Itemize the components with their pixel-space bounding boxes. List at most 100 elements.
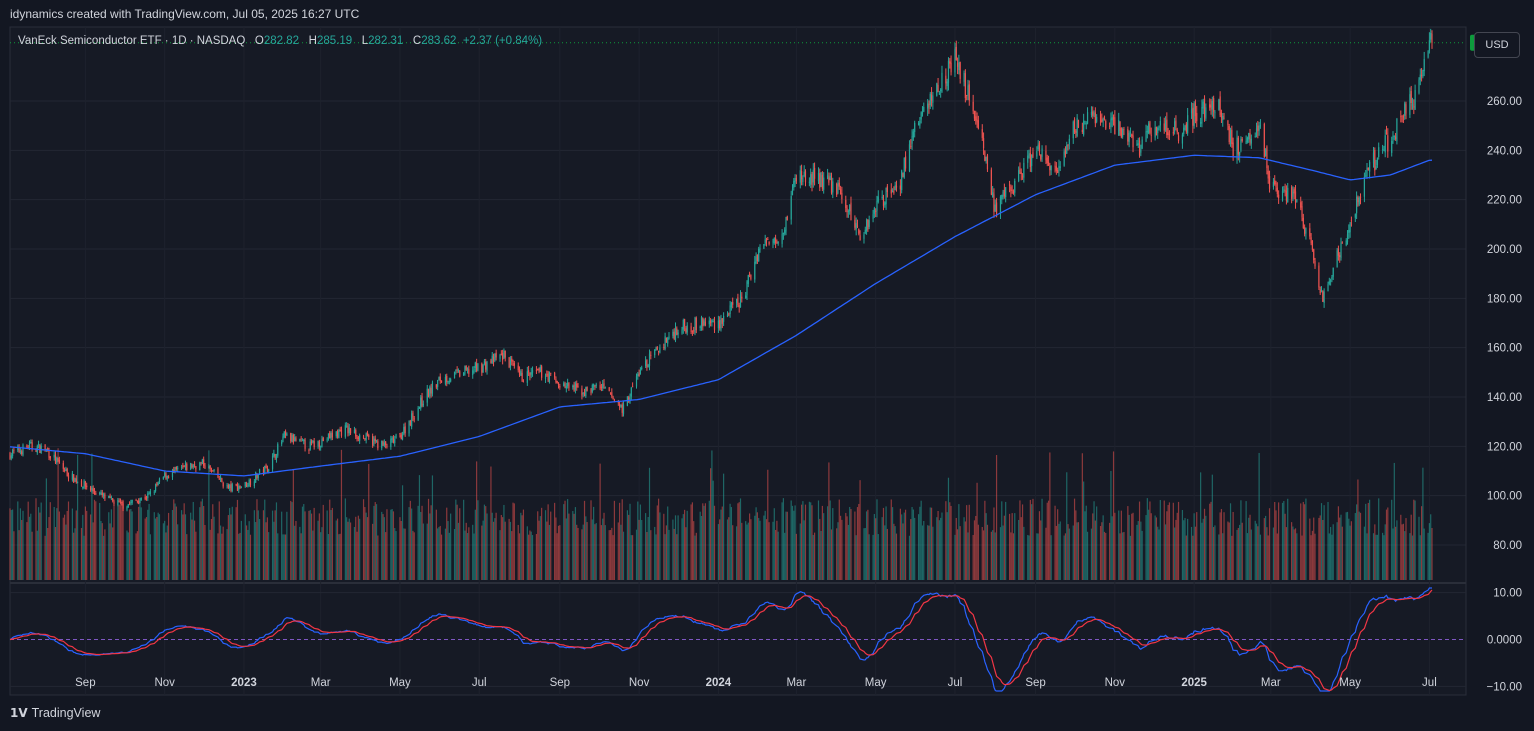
candle-body bbox=[318, 441, 320, 447]
volume-bar bbox=[949, 502, 951, 580]
volume-bar bbox=[1331, 534, 1333, 580]
volume-bar bbox=[1284, 513, 1286, 580]
candle-body bbox=[1166, 119, 1168, 136]
candle-body bbox=[1405, 104, 1407, 114]
volume-bar bbox=[938, 520, 940, 580]
volume-bar bbox=[1330, 527, 1332, 580]
candle-body bbox=[448, 380, 450, 382]
volume-bar bbox=[375, 504, 378, 580]
volume-bar bbox=[1349, 525, 1351, 580]
volume-bar bbox=[1054, 505, 1056, 580]
volume-bar bbox=[1231, 535, 1233, 580]
candle-body bbox=[66, 468, 68, 476]
candle-body bbox=[1059, 166, 1061, 168]
candle-body bbox=[1194, 102, 1197, 117]
candle-body bbox=[894, 185, 896, 191]
candlesticks bbox=[9, 28, 1433, 512]
candle-body bbox=[630, 387, 632, 397]
candle-body bbox=[1363, 176, 1366, 197]
candle-body bbox=[1220, 112, 1223, 118]
candle-body bbox=[1341, 242, 1343, 244]
candle-body bbox=[283, 431, 285, 438]
candle-body bbox=[191, 463, 193, 468]
candle-body bbox=[100, 491, 102, 494]
volume-bar bbox=[741, 522, 743, 580]
volume-bar bbox=[1019, 500, 1021, 580]
volume-bar bbox=[803, 520, 805, 580]
candle-body bbox=[655, 347, 657, 350]
volume-bar bbox=[274, 510, 276, 580]
volume-bar bbox=[586, 522, 588, 580]
candle-body bbox=[1046, 157, 1048, 164]
candle-body bbox=[427, 388, 430, 398]
candle-body bbox=[829, 175, 831, 181]
candle-body bbox=[355, 429, 357, 437]
volume-bar bbox=[929, 507, 931, 580]
volume-bar bbox=[830, 529, 833, 580]
candle-body bbox=[908, 144, 911, 172]
candle-body bbox=[1274, 180, 1276, 185]
candle-body bbox=[1002, 191, 1004, 197]
volume-bar bbox=[786, 511, 788, 580]
volume-bar bbox=[1020, 517, 1022, 580]
volume-bar bbox=[158, 514, 161, 580]
candle-body bbox=[768, 241, 770, 244]
candle-body bbox=[1229, 130, 1232, 144]
volume-bar bbox=[382, 514, 384, 580]
candle-body bbox=[713, 321, 716, 330]
candle-body bbox=[982, 138, 985, 149]
candle-body bbox=[295, 438, 297, 441]
currency-button[interactable]: USD bbox=[1474, 32, 1520, 58]
volume-bar bbox=[1310, 535, 1312, 580]
candle-body bbox=[1158, 125, 1160, 129]
candle-body bbox=[795, 177, 797, 182]
candle-body bbox=[390, 438, 392, 447]
volume-bar bbox=[813, 532, 816, 580]
candle-body bbox=[1232, 142, 1234, 157]
volume-bar bbox=[691, 502, 694, 580]
candle-body bbox=[447, 381, 449, 384]
candle-body bbox=[927, 103, 929, 109]
volume-bar bbox=[1120, 510, 1122, 580]
candle-body bbox=[772, 241, 774, 243]
volume-bar bbox=[199, 507, 201, 580]
candle-body bbox=[1102, 118, 1104, 121]
volume-bar bbox=[968, 504, 970, 580]
candle-body bbox=[320, 446, 322, 448]
candle-body bbox=[1021, 176, 1024, 178]
candle-body bbox=[950, 62, 952, 73]
candle-body bbox=[910, 145, 912, 147]
volume-bar bbox=[674, 515, 677, 580]
candle-body bbox=[938, 93, 940, 95]
volume-bar bbox=[294, 525, 296, 580]
candle-body bbox=[1255, 128, 1258, 137]
volume-bar bbox=[699, 511, 701, 580]
volume-bar bbox=[800, 504, 803, 580]
candle-body bbox=[1118, 120, 1120, 136]
candle-body bbox=[676, 328, 678, 335]
candle-body bbox=[153, 491, 155, 493]
volume-bar bbox=[737, 503, 739, 580]
volume-bar bbox=[628, 514, 630, 580]
volume-bar bbox=[556, 533, 558, 580]
volume-bar bbox=[1201, 522, 1203, 580]
candle-body bbox=[503, 350, 505, 359]
candle-body bbox=[1323, 291, 1325, 303]
volume-bar bbox=[920, 500, 922, 580]
candle-body bbox=[539, 367, 541, 372]
volume-bar bbox=[195, 531, 197, 580]
volume-bar bbox=[100, 520, 102, 580]
volume-bar bbox=[1093, 501, 1095, 580]
candle-body bbox=[837, 182, 839, 194]
volume-bar bbox=[826, 506, 829, 580]
volume-bar bbox=[430, 505, 432, 580]
candle-body bbox=[750, 274, 752, 279]
volume-bar bbox=[1345, 512, 1347, 580]
candle-body bbox=[209, 465, 211, 469]
footer-brand[interactable]: 𝟭𝗩 TradingView bbox=[10, 706, 100, 720]
candle-body bbox=[221, 478, 223, 483]
volume-bar bbox=[821, 505, 823, 580]
candle-body bbox=[1192, 107, 1194, 126]
volume-bar bbox=[201, 498, 203, 580]
